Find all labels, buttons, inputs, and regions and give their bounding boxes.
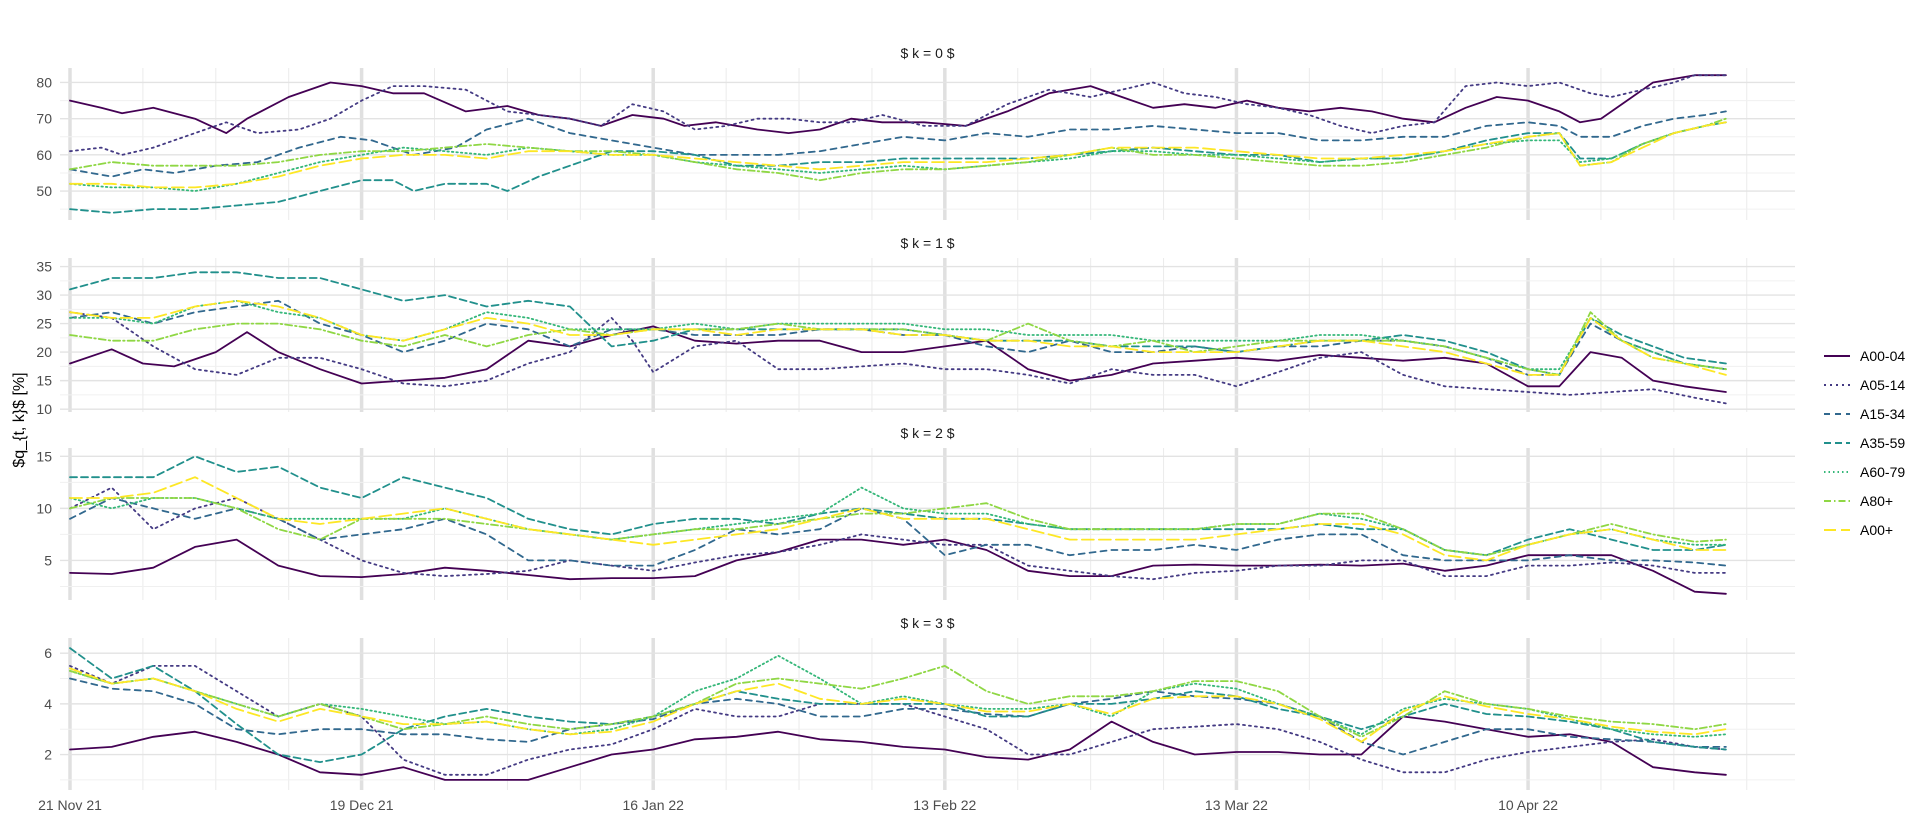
- series-line-a15-34: [69, 110, 1727, 178]
- series-line-a35-59: [69, 121, 1727, 214]
- legend: A00-04 A05-14 A15-34 A35-59 A60-79 A80+ A00+: [1824, 348, 1905, 538]
- series-line-a60-79: [69, 486, 1727, 557]
- y-tick-label: 4: [44, 696, 52, 712]
- series-line-a00-04: [69, 538, 1727, 595]
- series-line-a00plus: [69, 299, 1727, 376]
- series-line-a00-04: [69, 325, 1727, 393]
- legend-item: A00-04: [1824, 348, 1905, 364]
- panel-k3: $ k = 3 $ 2 4 6 21 Nov 21 19 Dec 21 16 Jan 22 1…: [38, 615, 1795, 813]
- legend-label: A80+: [1860, 493, 1893, 509]
- series-line-a05-14: [69, 74, 1727, 156]
- panel-k0: $ k = 0 $ 50 60 70 80: [36, 45, 1795, 220]
- series-line-a05-14: [69, 486, 1727, 581]
- x-tick-label: 10 Apr 22: [1498, 797, 1558, 813]
- series-line-a15-34: [69, 677, 1727, 756]
- series-line-a80plus: [69, 311, 1727, 376]
- legend-label: A60-79: [1860, 464, 1905, 480]
- y-tick-label: 10: [36, 500, 52, 516]
- legend-item: A60-79: [1824, 464, 1905, 480]
- series-line-a00-04: [69, 74, 1727, 134]
- legend-label: A35-59: [1860, 435, 1905, 451]
- legend-item: A00+: [1824, 522, 1893, 538]
- y-tick-label: 60: [36, 147, 52, 163]
- legend-item: A05-14: [1824, 377, 1905, 393]
- series-line-a60-79: [69, 121, 1727, 192]
- legend-item: A35-59: [1824, 435, 1905, 451]
- legend-label: A00-04: [1860, 348, 1905, 364]
- legend-item: A15-34: [1824, 406, 1905, 422]
- series-line-a00-04: [69, 715, 1727, 781]
- series-line-a00plus: [69, 476, 1727, 562]
- y-tick-label: 5: [44, 552, 52, 568]
- y-tick-label: 25: [36, 316, 52, 332]
- y-tick-label: 35: [36, 259, 52, 275]
- panel-title: $ k = 1 $: [900, 235, 954, 251]
- legend-item: A80+: [1824, 493, 1893, 509]
- y-tick-label: 30: [36, 287, 52, 303]
- legend-label: A05-14: [1860, 377, 1905, 393]
- series-line-a80plus: [69, 497, 1727, 557]
- x-tick-label: 21 Nov 21: [38, 797, 102, 813]
- series-line-a05-14: [69, 665, 1727, 776]
- series-line-a35-59: [69, 455, 1727, 557]
- panel-k2: $ k = 2 $ 5 10 15: [36, 425, 1795, 600]
- panel-title: $ k = 3 $: [900, 615, 954, 631]
- y-tick-label: 15: [36, 448, 52, 464]
- y-axis-title: $q_{t, k}$ [%]: [11, 372, 28, 467]
- x-tick-label: 13 Feb 22: [913, 797, 976, 813]
- legend-label: A00+: [1860, 522, 1893, 538]
- panel-title: $ k = 0 $: [900, 45, 954, 61]
- x-tick-label: 19 Dec 21: [330, 797, 394, 813]
- legend-label: A15-34: [1860, 406, 1905, 422]
- y-tick-label: 50: [36, 183, 52, 199]
- y-tick-label: 10: [36, 401, 52, 417]
- y-tick-label: 20: [36, 344, 52, 360]
- series-line-a35-59: [69, 647, 1727, 763]
- y-tick-label: 80: [36, 74, 52, 90]
- y-tick-label: 15: [36, 373, 52, 389]
- series-line-a60-79: [69, 654, 1727, 738]
- panel-k1: $ k = 1 $ 10 15 20 25 30 35: [36, 235, 1795, 417]
- series-line-a00plus: [69, 667, 1727, 743]
- y-tick-label: 70: [36, 111, 52, 127]
- x-tick-label: 13 Mar 22: [1205, 797, 1268, 813]
- series-line-a80plus: [69, 665, 1727, 738]
- y-tick-label: 2: [44, 747, 52, 763]
- panel-title: $ k = 2 $: [900, 425, 954, 441]
- series-line-a00plus: [69, 121, 1727, 189]
- y-tick-label: 6: [44, 645, 52, 661]
- x-tick-label: 16 Jan 22: [622, 797, 684, 813]
- series-line-a05-14: [69, 311, 1727, 405]
